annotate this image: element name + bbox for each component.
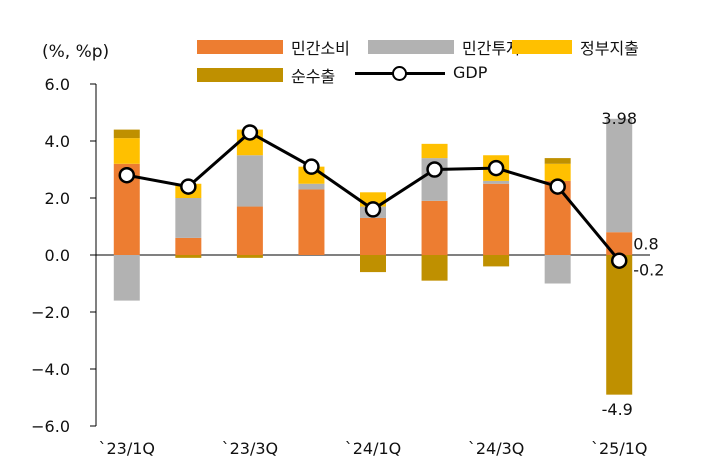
bar-segment: [113, 129, 140, 139]
legend-swatch-government: [512, 40, 572, 54]
bar-segment: [113, 138, 140, 164]
legend-swatch-gdp: [355, 65, 445, 81]
bar-segment: [113, 255, 140, 301]
bar-segment: [298, 183, 325, 190]
data-label: -4.9: [602, 400, 633, 419]
y-tick-label: −6.0: [31, 417, 70, 436]
bar-segment: [360, 255, 386, 273]
gdp-point: [487, 159, 505, 177]
gdp-point: [364, 201, 382, 218]
bar-segment: [606, 255, 633, 395]
x-tick-label: `24/1Q: [345, 439, 402, 458]
x-tick-label: `23/1Q: [99, 439, 156, 458]
y-tick-label: 0.0: [45, 246, 70, 265]
unit-label: (%, %p): [42, 42, 110, 62]
bar-segment: [544, 158, 571, 164]
bar-segment: [175, 255, 202, 258]
y-tick-label: 6.0: [45, 75, 70, 94]
bar-segment: [544, 255, 571, 284]
bar-segment: [175, 198, 202, 238]
legend-item-net-exports: 순수출: [197, 63, 335, 87]
y-tick-label: 2.0: [45, 189, 70, 208]
bar-segment: [421, 255, 448, 281]
gdp-point: [549, 178, 566, 195]
y-tick-label: −4.0: [31, 360, 70, 379]
legend-item-consumption: 민간소비: [197, 35, 350, 59]
y-tick-label: −2.0: [31, 303, 70, 322]
bar-segment: [483, 255, 510, 267]
bar-segment: [421, 143, 448, 159]
legend-label-net-exports: 순수출: [291, 67, 336, 86]
bar-segment: [606, 118, 633, 233]
bar-segment: [236, 206, 263, 255]
gdp-point: [180, 178, 197, 195]
bar-segment: [606, 232, 633, 255]
legend-item-gdp: GDP: [355, 63, 487, 82]
legend-label-government: 정부지출: [580, 39, 639, 58]
data-label: 0.8: [633, 235, 658, 254]
bar-segment: [236, 255, 263, 258]
bar-segment: [236, 155, 263, 207]
bar-segment: [483, 180, 510, 184]
legend-swatch-investment: [368, 40, 454, 54]
data-label: -0.2: [633, 260, 664, 279]
legend-label-investment: 민간투자: [462, 39, 521, 58]
x-tick-label: `23/3Q: [222, 439, 279, 458]
x-tick-label: `25/1Q: [591, 439, 648, 458]
bar-segment: [175, 237, 202, 255]
gdp-point: [241, 124, 259, 141]
legend-label-consumption: 민간소비: [291, 39, 350, 58]
legend-label-gdp: GDP: [453, 63, 488, 82]
gdp-point: [610, 252, 628, 269]
bar-segment: [360, 192, 386, 207]
bar-segment: [544, 163, 571, 181]
bar-segment: [483, 183, 510, 255]
gdp-point: [426, 161, 443, 178]
data-label: 3.98: [601, 109, 637, 128]
gdp-point: [118, 166, 136, 184]
legend-swatch-consumption: [197, 40, 283, 54]
y-tick-label: 4.0: [45, 132, 70, 151]
bar-segment: [421, 200, 448, 255]
legend-item-government: 정부지출: [512, 35, 639, 59]
legend-swatch-net-exports: [197, 68, 283, 82]
legend-item-investment: 민간투자: [368, 35, 521, 59]
gdp-point: [303, 158, 320, 175]
bar-segment: [360, 217, 386, 255]
bar-segment: [298, 189, 325, 255]
x-tick-label: `24/3Q: [468, 439, 525, 458]
